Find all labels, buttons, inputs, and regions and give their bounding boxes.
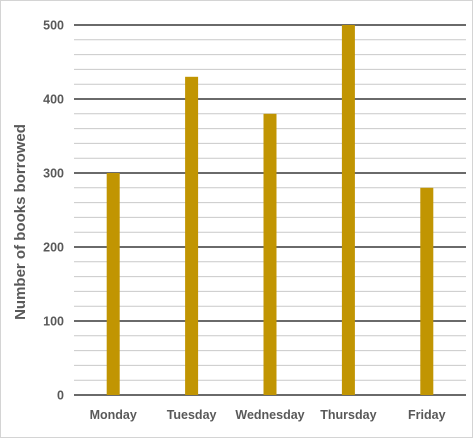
bar-wednesday — [263, 113, 277, 396]
y-tick-label: 200 — [43, 241, 64, 255]
bars — [106, 25, 434, 396]
x-category-label: Monday — [90, 408, 137, 422]
y-tick-label: 400 — [43, 93, 64, 107]
y-tick-label: 0 — [57, 389, 64, 403]
x-category-label: Friday — [408, 408, 446, 422]
bar-thursday — [341, 25, 355, 395]
y-tick-label: 300 — [43, 167, 64, 181]
x-axis-categories: Monday Tuesday Wednesday Thursday Friday — [90, 408, 446, 422]
bar-monday — [106, 173, 120, 395]
bar-friday — [420, 187, 434, 395]
y-tick-label: 500 — [43, 19, 64, 33]
y-tick-label: 100 — [43, 315, 64, 329]
x-category-label: Tuesday — [167, 408, 217, 422]
x-category-label: Thursday — [320, 408, 376, 422]
bar-tuesday — [185, 76, 199, 396]
y-axis-ticks: 0 100 200 300 400 500 — [43, 19, 64, 403]
y-axis-title: Number of books borrowed — [12, 124, 29, 320]
x-category-label: Wednesday — [235, 408, 304, 422]
